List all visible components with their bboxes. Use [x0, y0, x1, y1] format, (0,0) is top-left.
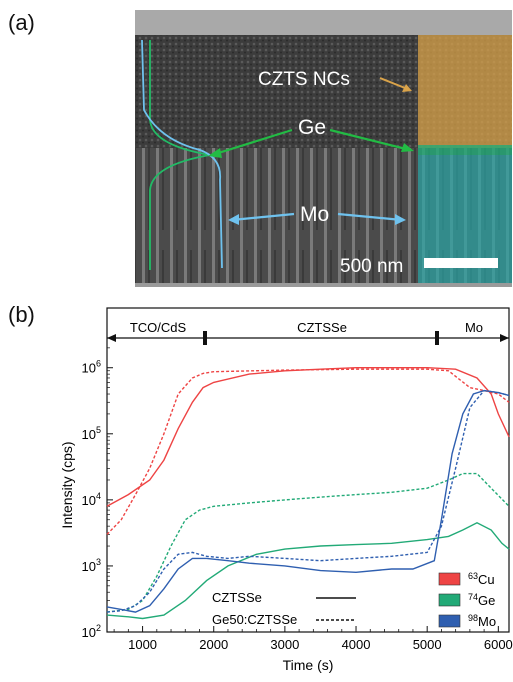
- mo-profile-line: [141, 39, 223, 269]
- plot-frame: [106, 307, 510, 633]
- legend-label-ge: 74Ge: [468, 592, 495, 608]
- series-layer: [106, 367, 510, 620]
- panel-b-label: (b): [8, 302, 35, 327]
- series-line-0: [106, 367, 510, 507]
- substrate-edge: [135, 283, 512, 287]
- czts-annotation: CZTS NCs: [258, 69, 350, 90]
- series-line-1: [106, 368, 510, 535]
- legend-swatch-ge: [438, 593, 461, 607]
- x-tick-label-5000: 5000: [413, 637, 442, 652]
- y-tick-label-4: 104: [82, 491, 101, 508]
- mo-annotation: Mo: [300, 203, 329, 226]
- isotope-legend: 63Cu 74Ge 98Mo: [438, 571, 496, 629]
- legend-label-cu: 63Cu: [468, 571, 495, 587]
- sem-top-margin: [135, 10, 512, 35]
- ge-highlight: [418, 145, 512, 155]
- ge-annotation: Ge: [298, 116, 326, 139]
- y-axis-label: Intensity (cps): [59, 441, 75, 528]
- region-divider-1: [435, 331, 439, 345]
- x-tick-label-4000: 4000: [342, 637, 371, 652]
- legend-label-cztsse: CZTSSe: [212, 590, 262, 605]
- y-tick-label-5: 105: [82, 425, 101, 442]
- style-legend: CZTSSe Ge50:CZTSSe: [212, 590, 356, 627]
- region-label-mo: Mo: [465, 320, 483, 335]
- y-tick-label-3: 103: [82, 557, 101, 574]
- region-label-tco: TCO/CdS: [130, 320, 187, 335]
- ge-arrow-left: [211, 128, 293, 157]
- x-tick-label-3000: 3000: [270, 637, 299, 652]
- legend-label-ge50: Ge50:CZTSSe: [212, 612, 297, 627]
- y-tick-label-2: 102: [82, 623, 101, 640]
- region-label-cztsse: CZTSSe: [297, 320, 347, 335]
- panel-a-label: (a): [8, 10, 35, 35]
- scale-bar: [424, 258, 498, 268]
- ge-arrow-right: [329, 128, 411, 152]
- mo-arrow-right: [337, 212, 403, 222]
- legend-label-mo: 98Mo: [468, 613, 496, 629]
- x-tick-label-1000: 1000: [128, 637, 157, 652]
- overlay-layer: TCO/CdS CZTSSe Mo 63Cu 74Ge 98Mo CZTSSe …: [107, 320, 509, 629]
- sem-image: CZTS NCs Ge Mo 500 nm: [135, 10, 512, 287]
- legend-swatch-cu: [438, 572, 461, 586]
- legend-swatch-mo: [438, 614, 461, 628]
- series-line-4: [106, 389, 510, 613]
- ge-arrowhead-left: [208, 148, 222, 158]
- y-tick-label-6: 106: [82, 359, 101, 376]
- axes-layer: 1000 2000 3000 4000 5000 6000 Time (s) 102 103 10…: [59, 307, 513, 673]
- czts-highlight: [418, 35, 512, 148]
- bracket-arrow-right: [500, 334, 509, 342]
- mo-arrow-left: [231, 212, 295, 222]
- mo-arrowhead-left: [228, 214, 239, 225]
- x-tick-label-2000: 2000: [199, 637, 228, 652]
- mo-arrowhead-right: [395, 214, 406, 225]
- x-axis-label: Time (s): [283, 657, 334, 673]
- scale-bar-label: 500 nm: [340, 256, 403, 277]
- x-tick-label-6000: 6000: [484, 637, 513, 652]
- region-divider-0: [203, 331, 207, 345]
- czts-arrowhead: [402, 84, 412, 92]
- series-line-3: [106, 472, 510, 613]
- series-line-2: [106, 522, 510, 620]
- bracket-arrow-left: [107, 334, 116, 342]
- ge-arrowhead-right: [401, 143, 414, 152]
